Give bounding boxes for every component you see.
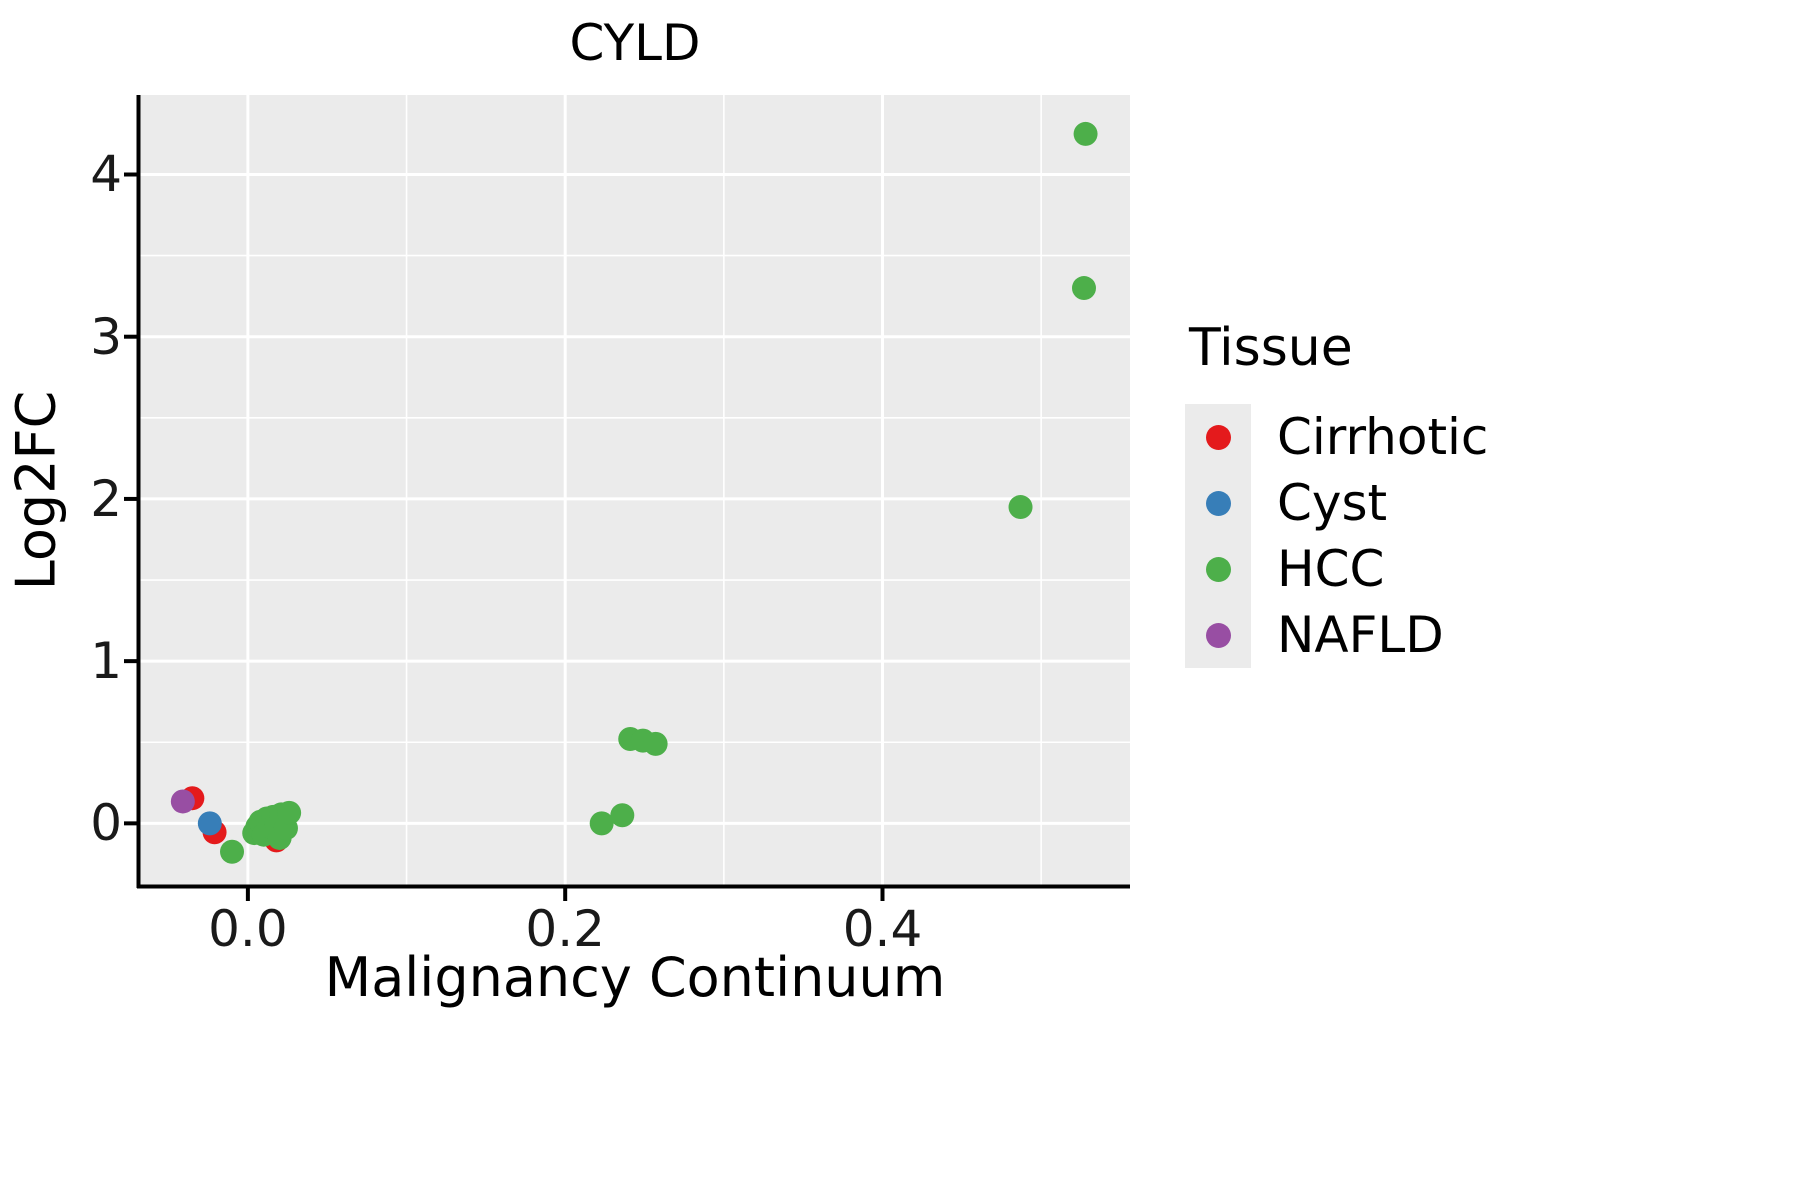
point-Cyst bbox=[197, 811, 222, 836]
legend-label: HCC bbox=[1277, 540, 1385, 598]
legend: Tissue Cirrhotic Cyst HCC NAFLD bbox=[1185, 318, 1488, 668]
legend-dot-icon bbox=[1205, 424, 1231, 450]
legend-dot-icon bbox=[1205, 556, 1231, 582]
legend-item-nafld: NAFLD bbox=[1185, 602, 1488, 668]
point-HCC bbox=[1008, 495, 1033, 520]
legend-items: Cirrhotic Cyst HCC NAFLD bbox=[1185, 404, 1488, 668]
legend-label: Cirrhotic bbox=[1277, 408, 1489, 466]
legend-dot-icon bbox=[1205, 490, 1231, 516]
legend-item-cirrhotic: Cirrhotic bbox=[1185, 404, 1488, 470]
plot-panel bbox=[140, 95, 1130, 885]
legend-key bbox=[1185, 602, 1251, 668]
point-HCC bbox=[610, 803, 635, 828]
legend-key bbox=[1185, 404, 1251, 470]
point-HCC bbox=[277, 800, 302, 825]
point-NAFLD bbox=[170, 789, 195, 814]
legend-key bbox=[1185, 470, 1251, 536]
y-axis-label: Log2FC bbox=[4, 390, 68, 590]
point-HCC bbox=[1071, 276, 1096, 301]
legend-label: Cyst bbox=[1277, 474, 1388, 532]
legend-item-cyst: Cyst bbox=[1185, 470, 1488, 536]
point-HCC bbox=[643, 731, 668, 756]
legend-label: NAFLD bbox=[1277, 606, 1444, 664]
legend-dot-icon bbox=[1205, 622, 1231, 648]
legend-key bbox=[1185, 536, 1251, 602]
point-HCC bbox=[589, 811, 614, 836]
y-axis-label-box: Log2FC bbox=[0, 95, 72, 885]
chart-title: CYLD bbox=[569, 14, 701, 72]
legend-item-hcc: HCC bbox=[1185, 536, 1488, 602]
point-HCC bbox=[1073, 121, 1098, 146]
legend-title: Tissue bbox=[1189, 318, 1353, 378]
x-axis-label: Malignancy Continuum bbox=[324, 946, 946, 1009]
point-HCC bbox=[220, 839, 245, 864]
